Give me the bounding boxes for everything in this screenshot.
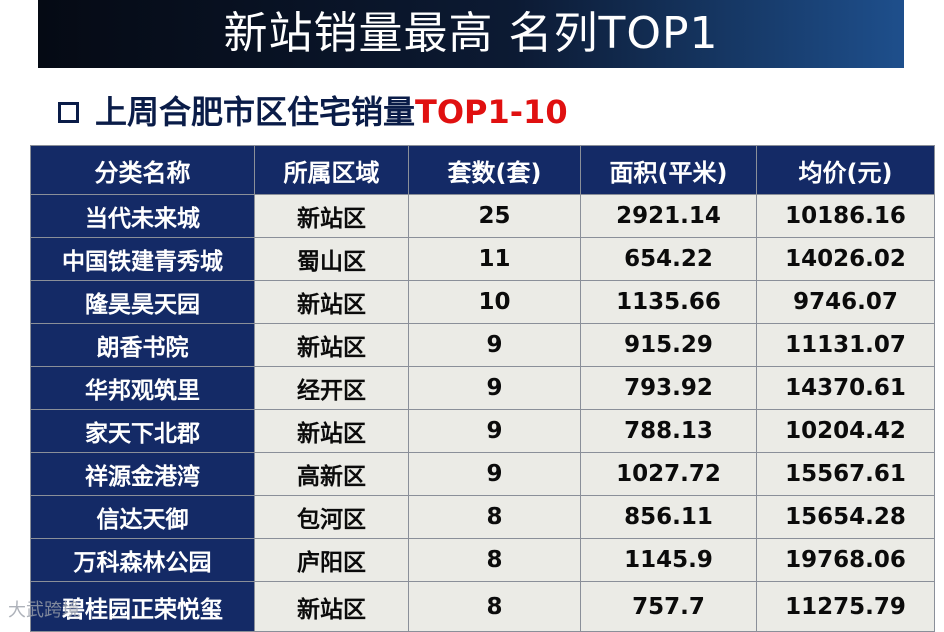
district-cell: 新站区 — [254, 280, 409, 324]
section-subtitle: 上周合肥市区住宅销量 TOP1-10 — [58, 92, 568, 132]
project-name-cell: 信达天御 — [30, 495, 255, 539]
avg-price-cell: 14370.61 — [756, 366, 935, 410]
subtitle-highlight: TOP1-10 — [415, 93, 568, 131]
units-cell: 9 — [408, 323, 581, 367]
watermark: 大武跨境 — [8, 600, 80, 621]
units-cell: 8 — [408, 538, 581, 582]
district-cell: 经开区 — [254, 366, 409, 410]
district-cell: 蜀山区 — [254, 237, 409, 281]
district-cell: 新站区 — [254, 409, 409, 453]
column-header-name: 分类名称 — [30, 145, 255, 195]
project-name-cell: 朗香书院 — [30, 323, 255, 367]
district-cell: 新站区 — [254, 581, 409, 632]
table-row: 当代未来城 新站区 25 2921.14 10186.16 — [30, 194, 935, 238]
project-name-cell: 家天下北郡 — [30, 409, 255, 453]
avg-price-cell: 10204.42 — [756, 409, 935, 453]
district-cell: 包河区 — [254, 495, 409, 539]
table-row: 中国铁建青秀城 蜀山区 11 654.22 14026.02 — [30, 237, 935, 281]
area-cell: 856.11 — [580, 495, 757, 539]
column-header-avg-price: 均价(元) — [756, 145, 935, 195]
project-name-cell: 祥源金港湾 — [30, 452, 255, 496]
project-name-cell: 万科森林公园 — [30, 538, 255, 582]
sales-ranking-table: 分类名称 所属区域 套数(套) 面积(平米) 均价(元) 当代未来城 新站区 2… — [30, 145, 935, 632]
area-cell: 915.29 — [580, 323, 757, 367]
table-row: 朗香书院 新站区 9 915.29 11131.07 — [30, 323, 935, 367]
project-name-cell: 碧桂园正荣悦玺 — [30, 581, 255, 632]
checkbox-square-icon — [58, 101, 79, 123]
page-banner: 新站销量最高 名列TOP1 — [38, 0, 904, 68]
project-name-cell: 当代未来城 — [30, 194, 255, 238]
project-name-cell: 隆昊昊天园 — [30, 280, 255, 324]
table-row: 隆昊昊天园 新站区 10 1135.66 9746.07 — [30, 280, 935, 324]
area-cell: 1135.66 — [580, 280, 757, 324]
avg-price-cell: 9746.07 — [756, 280, 935, 324]
table-row: 华邦观筑里 经开区 9 793.92 14370.61 — [30, 366, 935, 410]
avg-price-cell: 15567.61 — [756, 452, 935, 496]
project-name-cell: 华邦观筑里 — [30, 366, 255, 410]
project-name-cell: 中国铁建青秀城 — [30, 237, 255, 281]
table-row: 祥源金港湾 高新区 9 1027.72 15567.61 — [30, 452, 935, 496]
area-cell: 654.22 — [580, 237, 757, 281]
district-cell: 庐阳区 — [254, 538, 409, 582]
district-cell: 高新区 — [254, 452, 409, 496]
units-cell: 10 — [408, 280, 581, 324]
table-row: 万科森林公园 庐阳区 8 1145.9 19768.06 — [30, 538, 935, 582]
units-cell: 8 — [408, 495, 581, 539]
table-row: 碧桂园正荣悦玺 新站区 8 757.7 11275.79 — [30, 581, 935, 632]
avg-price-cell: 11131.07 — [756, 323, 935, 367]
column-header-district: 所属区域 — [254, 145, 409, 195]
units-cell: 9 — [408, 409, 581, 453]
units-cell: 9 — [408, 452, 581, 496]
units-cell: 8 — [408, 581, 581, 632]
table-row: 家天下北郡 新站区 9 788.13 10204.42 — [30, 409, 935, 453]
units-cell: 25 — [408, 194, 581, 238]
area-cell: 793.92 — [580, 366, 757, 410]
column-header-area: 面积(平米) — [580, 145, 757, 195]
avg-price-cell: 10186.16 — [756, 194, 935, 238]
area-cell: 788.13 — [580, 409, 757, 453]
avg-price-cell: 11275.79 — [756, 581, 935, 632]
area-cell: 1145.9 — [580, 538, 757, 582]
avg-price-cell: 14026.02 — [756, 237, 935, 281]
avg-price-cell: 15654.28 — [756, 495, 935, 539]
area-cell: 757.7 — [580, 581, 757, 632]
column-header-units: 套数(套) — [408, 145, 581, 195]
units-cell: 11 — [408, 237, 581, 281]
table-header-row: 分类名称 所属区域 套数(套) 面积(平米) 均价(元) — [30, 145, 935, 195]
area-cell: 1027.72 — [580, 452, 757, 496]
units-cell: 9 — [408, 366, 581, 410]
district-cell: 新站区 — [254, 323, 409, 367]
district-cell: 新站区 — [254, 194, 409, 238]
table-row: 信达天御 包河区 8 856.11 15654.28 — [30, 495, 935, 539]
area-cell: 2921.14 — [580, 194, 757, 238]
subtitle-prefix: 上周合肥市区住宅销量 — [95, 93, 416, 131]
avg-price-cell: 19768.06 — [756, 538, 935, 582]
